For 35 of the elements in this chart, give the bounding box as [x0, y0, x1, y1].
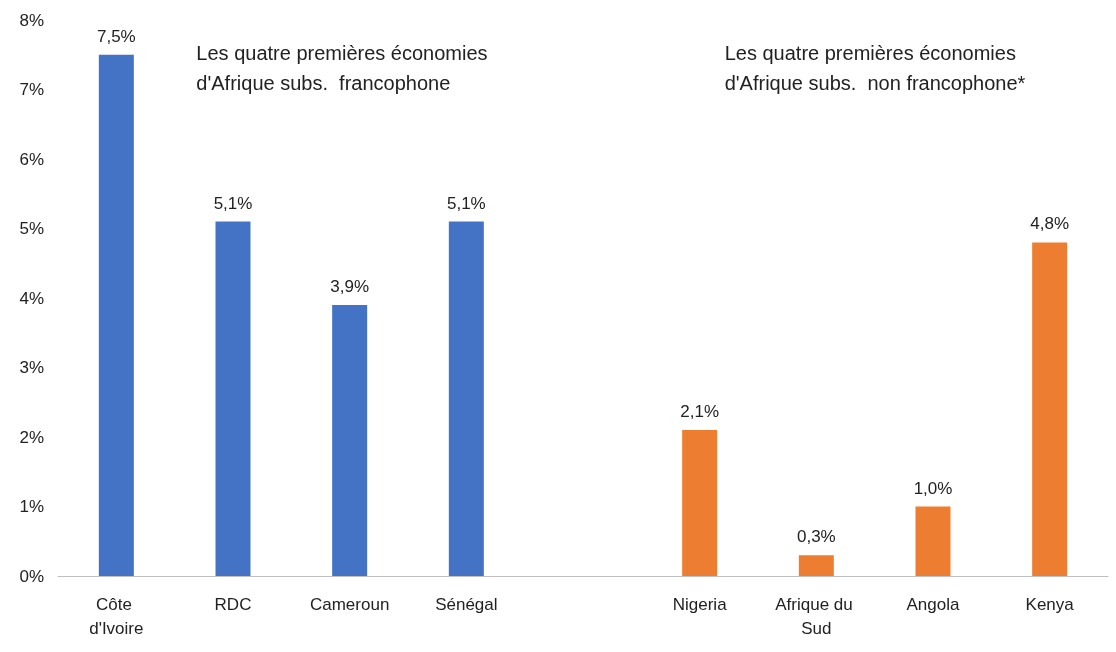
data-label: 4,8%	[1030, 214, 1070, 234]
y-tick-label: 5%	[19, 219, 44, 238]
y-tick-label: 7%	[19, 80, 44, 99]
x-tick-label: Angola	[906, 594, 961, 614]
bar	[798, 555, 834, 576]
bar	[448, 221, 484, 576]
y-tick-label: 2%	[19, 427, 44, 447]
x-tick-label: Cameroun	[309, 594, 390, 614]
bar	[1032, 242, 1068, 576]
annotation: Les quatre premières économies d'Afrique subs. non francophone*	[724, 42, 1026, 94]
y-tick-label: 8%	[19, 10, 44, 30]
x-tick-label: Kenya	[1025, 594, 1075, 614]
x-tick-label: Sénégal	[435, 594, 498, 614]
data-label: 1,0%	[913, 478, 953, 498]
x-tick-label: Afrique du Sud	[775, 594, 858, 638]
annotation: Les quatre premières économies d'Afrique subs. francophone	[196, 42, 494, 94]
y-tick-label: 3%	[19, 358, 44, 377]
x-tick-label: Côte d'Ivoire	[89, 594, 144, 638]
y-tick-label: 4%	[19, 288, 44, 308]
y-tick-label: 0%	[19, 566, 44, 586]
bar	[682, 430, 718, 576]
bar	[98, 54, 134, 576]
data-label: 0,3%	[796, 527, 836, 547]
data-label: 3,9%	[330, 276, 370, 296]
bar	[915, 506, 951, 576]
y-tick-label: 1%	[19, 497, 44, 516]
data-label: 7,5%	[96, 26, 136, 46]
data-label: 2,1%	[680, 402, 720, 422]
bar	[215, 221, 251, 576]
data-label: 5,1%	[446, 193, 486, 213]
x-tick-label: RDC	[214, 594, 252, 614]
data-label: 5,1%	[213, 193, 253, 213]
x-tick-label: Nigeria	[672, 594, 728, 614]
y-tick-label: 6%	[19, 149, 44, 169]
bar	[332, 304, 368, 576]
